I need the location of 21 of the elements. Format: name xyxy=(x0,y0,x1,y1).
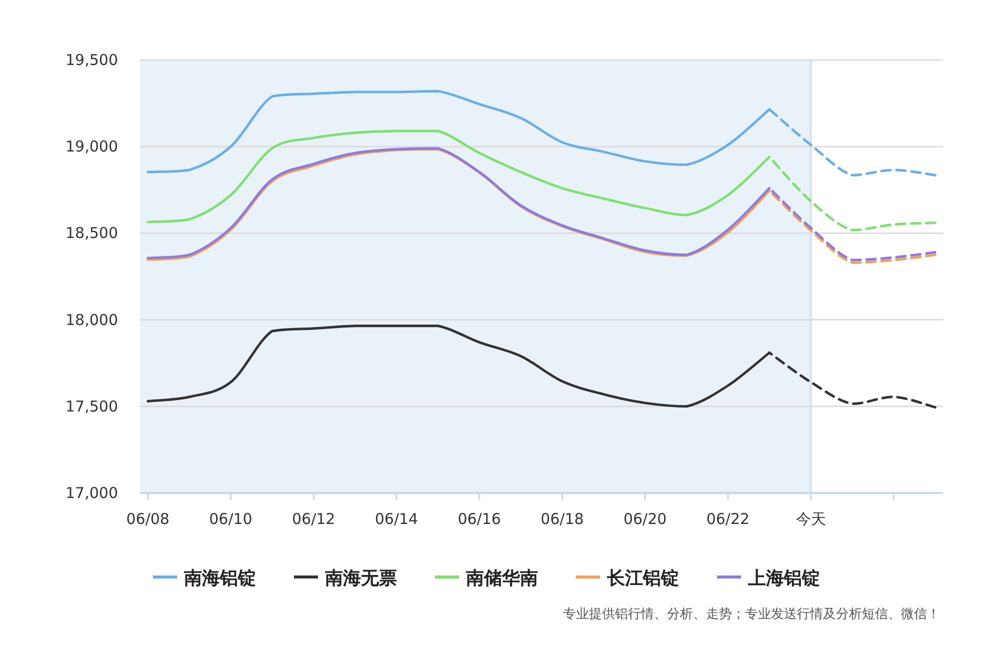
x-tick-label: 06/18 xyxy=(540,510,584,528)
x-tick-label: 06/14 xyxy=(374,510,418,528)
legend-label: 南海无票 xyxy=(324,568,397,589)
x-tick-label: 06/12 xyxy=(292,510,336,528)
y-tick-label: 19,000 xyxy=(66,138,118,156)
x-tick-label: 06/22 xyxy=(706,510,750,528)
legend-label: 南海铝锭 xyxy=(183,568,256,589)
legend-label: 长江铝锭 xyxy=(606,568,679,589)
y-tick-label: 19,500 xyxy=(66,51,118,69)
legend-label: 上海铝锭 xyxy=(747,568,820,589)
y-tick-label: 17,500 xyxy=(66,397,118,416)
x-tick-label: 06/20 xyxy=(623,510,667,528)
x-tick-label: 06/08 xyxy=(126,510,170,528)
legend-label: 南储华南 xyxy=(465,568,538,589)
y-tick-label: 17,000 xyxy=(66,484,118,502)
text: 专业提供铝行情、分析、走势；专业发送行情及分析短信、微信！ xyxy=(563,607,940,622)
y-tick-label: 18,500 xyxy=(66,224,118,242)
x-tick-label: 今天 xyxy=(796,510,826,528)
x-tick-label: 06/16 xyxy=(458,510,501,528)
y-tick-label: 18,000 xyxy=(66,310,118,329)
x-tick-label: 06/10 xyxy=(209,510,252,528)
